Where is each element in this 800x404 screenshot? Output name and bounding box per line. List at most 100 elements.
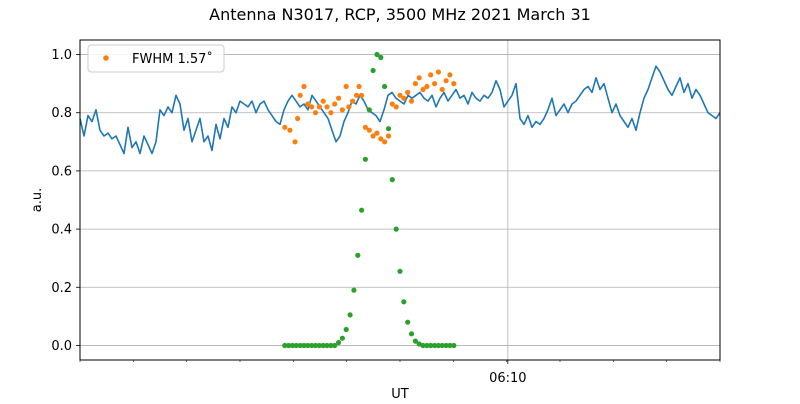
fwhm-point [420, 86, 426, 93]
fwhm-point [359, 92, 365, 98]
beam-point [447, 342, 453, 349]
legend-marker [103, 55, 109, 61]
beam-point [405, 319, 411, 325]
beam-point [382, 83, 388, 90]
beam-point [397, 268, 403, 274]
fwhm-point [362, 124, 368, 130]
beam-point [428, 342, 434, 349]
fwhm-point [389, 101, 395, 107]
beam-point [332, 342, 338, 349]
y-tick-label: 0.0 [51, 339, 72, 354]
beam-point [362, 156, 368, 162]
fwhm-point [424, 83, 430, 90]
fwhm-point [356, 83, 362, 90]
fwhm-point [428, 72, 434, 78]
beam-point [385, 126, 392, 132]
beam-point [359, 207, 365, 213]
beam-point [309, 342, 315, 349]
fwhm-point [320, 98, 326, 104]
series-line [79, 65, 721, 155]
beam-point [420, 342, 426, 349]
fwhm-point [297, 92, 303, 98]
beam-point [282, 342, 288, 349]
beam-point [351, 287, 357, 293]
beam-point [451, 342, 457, 349]
y-tick-label: 0.6 [51, 164, 72, 179]
fwhm-point [393, 104, 399, 110]
legend-label: FWHM 1.57˚ [132, 51, 213, 67]
beam-point [412, 338, 418, 344]
fwhm-point [324, 104, 330, 110]
beam-point [336, 339, 342, 346]
beam-point [343, 326, 349, 333]
fwhm-point [432, 81, 438, 87]
fwhm-point [282, 124, 288, 130]
beam-point [435, 342, 441, 349]
plot-frame [79, 39, 721, 361]
beam-point [328, 342, 334, 349]
fwhm-point [312, 110, 319, 116]
fwhm-point [339, 107, 345, 113]
grid-layer [80, 40, 720, 360]
fwhm-point [405, 89, 411, 95]
beam-point [424, 342, 430, 349]
fwhm-point [447, 72, 453, 78]
fwhm-point [451, 81, 457, 87]
beam-point [305, 342, 311, 349]
beam-point [439, 342, 445, 349]
legend: FWHM 1.57˚ [87, 44, 225, 73]
y-tick-label: 1.0 [51, 48, 72, 63]
fwhm-point [397, 92, 403, 98]
fwhm-point [350, 98, 356, 104]
fwhm-point [416, 75, 422, 81]
fwhm-point [287, 127, 293, 133]
data-layer [79, 51, 721, 349]
fwhm-point [370, 133, 376, 139]
beam-point [339, 335, 345, 341]
beam-point [297, 342, 303, 349]
beam-point [289, 342, 296, 349]
fwhm-point [295, 115, 301, 122]
y-tick-label: 0.4 [51, 223, 72, 238]
beam-point [301, 342, 307, 349]
beam-point [324, 342, 330, 349]
beam-point [316, 342, 322, 349]
fwhm-point [412, 81, 418, 87]
beam-point [347, 312, 353, 318]
beam-point [320, 342, 326, 349]
legend-box [87, 44, 225, 73]
beam-point [432, 342, 438, 349]
beam-point [374, 51, 380, 58]
fwhm-point [309, 104, 315, 110]
beam-point [366, 107, 372, 113]
beam-point [370, 67, 376, 74]
beam-point [293, 342, 299, 349]
fwhm-point [366, 127, 372, 133]
fwhm-point [435, 69, 441, 75]
x-tick-label: 06:10 [489, 371, 526, 386]
fwhm-point [332, 101, 338, 107]
beam-point [443, 342, 449, 349]
fwhm-point [353, 92, 360, 98]
beam-point [393, 226, 399, 232]
fwhm-point [328, 110, 334, 116]
y-axis-label: a.u. [30, 188, 45, 212]
beam-point [408, 331, 415, 337]
fwhm-point [374, 130, 380, 136]
fwhm-point [439, 86, 445, 93]
beam-point [355, 252, 361, 258]
fwhm-point [346, 104, 352, 110]
fwhm-point [292, 139, 298, 145]
axis-layer: 0.0 0.2 0.4 0.6 0.8 1.0 06:10 [51, 48, 721, 386]
beam-point [312, 342, 319, 349]
fwhm-point [401, 95, 407, 101]
beam-point [286, 342, 292, 349]
chart-title: Antenna N3017, RCP, 3500 MHz 2021 March … [209, 5, 591, 24]
beam-point [401, 299, 407, 305]
y-tick-label: 0.8 [51, 106, 72, 121]
fwhm-point [316, 104, 322, 110]
fwhm-point [301, 83, 307, 90]
fwhm-point [408, 98, 415, 104]
